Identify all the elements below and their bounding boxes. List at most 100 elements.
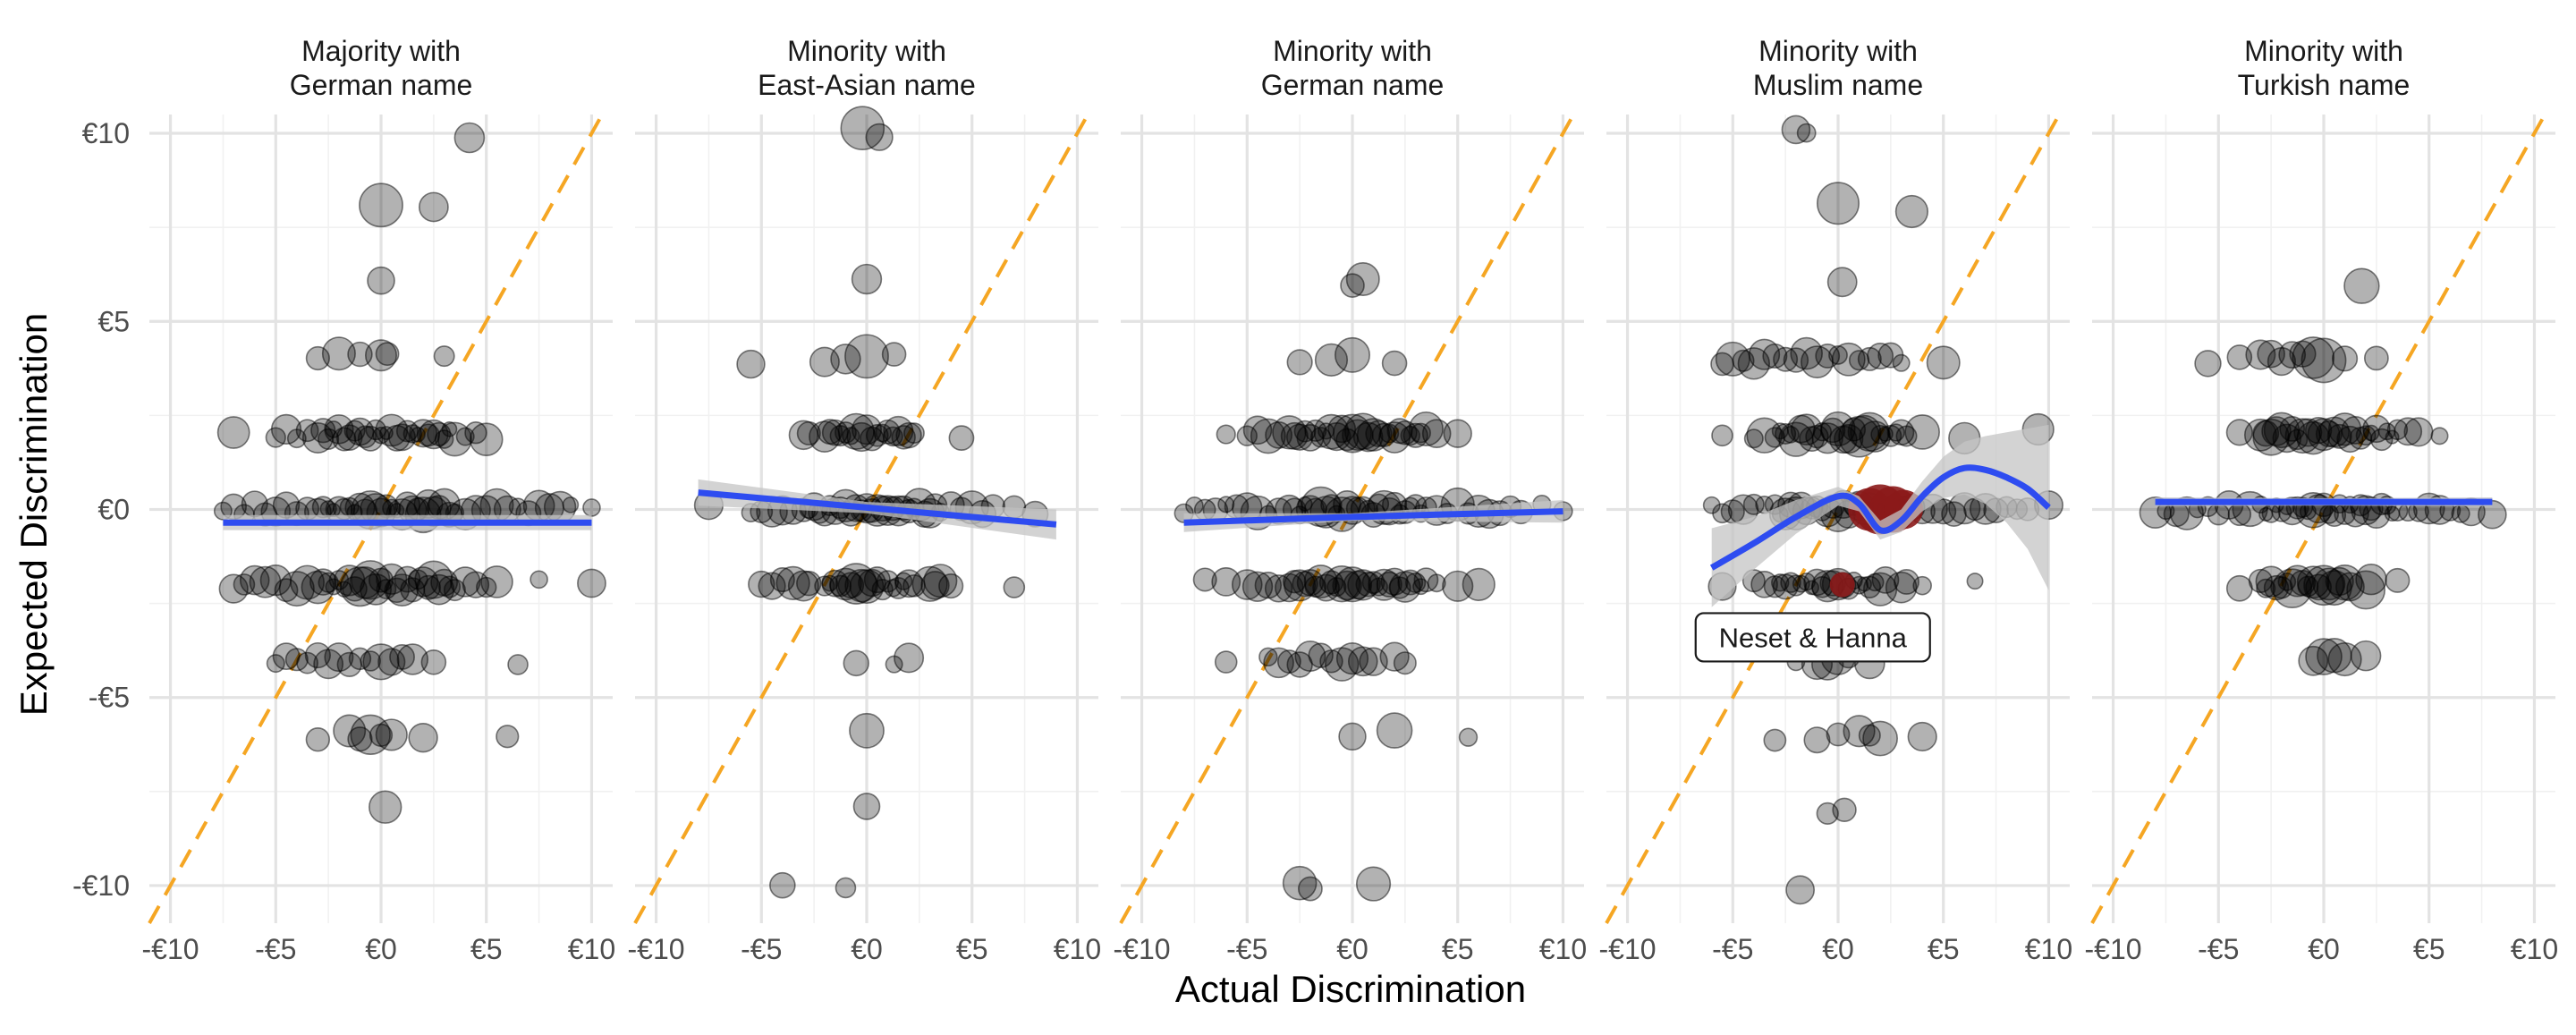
scatter-point bbox=[2305, 573, 2333, 601]
scatter-point bbox=[359, 182, 403, 228]
scatter-point bbox=[1356, 418, 1391, 452]
scatter-point bbox=[360, 650, 381, 672]
scatter-point bbox=[849, 712, 885, 749]
scatter-point bbox=[1314, 343, 1349, 377]
scatter-point bbox=[1885, 571, 1918, 604]
scatter-point bbox=[375, 718, 408, 751]
scatter-point bbox=[1250, 418, 1286, 454]
scatter-point bbox=[1376, 712, 1413, 749]
scatter-point bbox=[1003, 576, 1026, 598]
scatter-point bbox=[1397, 569, 1424, 596]
scatter-point bbox=[375, 342, 400, 367]
scatter-point bbox=[840, 106, 886, 150]
facet-title: Minority with Muslim name bbox=[1753, 35, 1923, 101]
scatter-point bbox=[1784, 574, 1808, 597]
scatter-point bbox=[305, 345, 330, 371]
scatter-point bbox=[1462, 567, 1496, 601]
facet-title-line: German name bbox=[1261, 69, 1445, 101]
scatter-point bbox=[844, 334, 889, 379]
scatter-point bbox=[1458, 727, 1479, 747]
facet-title-line: Minority with bbox=[1273, 35, 1432, 67]
scatter-point bbox=[948, 425, 975, 452]
x-tick-label: €0 bbox=[2308, 933, 2340, 965]
scatter-point bbox=[911, 565, 948, 602]
scatter-point bbox=[2331, 345, 2359, 372]
scatter-point bbox=[2362, 414, 2391, 444]
scatter-point bbox=[2394, 417, 2423, 446]
scatter-point bbox=[851, 414, 882, 445]
scatter-point bbox=[796, 570, 822, 597]
scatter-point bbox=[1843, 715, 1876, 748]
scatter-point bbox=[480, 565, 513, 598]
x-tick-label: -€10 bbox=[142, 933, 199, 965]
scatter-point bbox=[1214, 650, 1238, 674]
x-tick-label: €10 bbox=[2511, 933, 2558, 965]
x-tick-label: -€5 bbox=[2198, 933, 2239, 965]
scatter-point bbox=[1285, 423, 1314, 451]
scatter-point bbox=[894, 569, 923, 598]
scatter-point bbox=[1411, 422, 1431, 444]
scatter-point bbox=[1737, 347, 1771, 380]
x-tick-label: €10 bbox=[568, 933, 615, 965]
scatter-point bbox=[309, 568, 337, 596]
scatter-point bbox=[1803, 726, 1831, 754]
scatter-point bbox=[367, 266, 395, 295]
scatter-point bbox=[748, 570, 775, 598]
scatter-point bbox=[1742, 493, 1765, 515]
identity-reference-line bbox=[2090, 114, 2546, 924]
scatter-point bbox=[1904, 414, 1940, 450]
scatter-point bbox=[2403, 417, 2434, 447]
facet-title-line: German name bbox=[290, 69, 473, 101]
x-tick-label: -€5 bbox=[1226, 933, 1267, 965]
scatter-point bbox=[1871, 566, 1900, 594]
x-tick-label: -€10 bbox=[2085, 933, 2142, 965]
x-tick-label: €0 bbox=[1336, 933, 1368, 965]
fit-line bbox=[1183, 508, 1563, 526]
x-tick-label: €5 bbox=[956, 933, 988, 965]
scatter-point bbox=[420, 649, 447, 675]
x-tick-label: €10 bbox=[2025, 933, 2072, 965]
scatter-point bbox=[1379, 641, 1410, 672]
scatter-point bbox=[2225, 574, 2253, 602]
annotation-label: Neset & Hanna bbox=[1719, 622, 1908, 653]
scatter-point bbox=[507, 654, 529, 675]
y-tick-label: -€10 bbox=[72, 870, 130, 902]
identity-reference-line bbox=[1605, 114, 2061, 924]
scatter-point bbox=[305, 727, 331, 752]
facet-title-line: Minority with bbox=[787, 35, 946, 67]
scatter-point bbox=[787, 570, 819, 602]
x-tick-label: -€5 bbox=[255, 933, 296, 965]
x-tick-label: €10 bbox=[1539, 933, 1587, 965]
scatter-point bbox=[530, 570, 548, 590]
scatter-point bbox=[496, 725, 520, 749]
scatter-point bbox=[1862, 720, 1898, 757]
scatter-point bbox=[233, 573, 256, 596]
scatter-point bbox=[1894, 194, 1929, 229]
y-tick-label: €5 bbox=[97, 305, 130, 337]
scatter-point bbox=[2327, 641, 2362, 677]
scatter-point bbox=[1355, 866, 1392, 902]
x-tick-label: €0 bbox=[1822, 933, 1854, 965]
scatter-point bbox=[891, 425, 916, 450]
scatter-point bbox=[1712, 503, 1733, 524]
scatter-point bbox=[1828, 345, 1848, 365]
y-tick-label: €0 bbox=[97, 493, 130, 525]
scatter-point bbox=[1347, 646, 1378, 677]
scatter-point bbox=[1308, 642, 1334, 668]
x-tick-label: -€5 bbox=[741, 933, 782, 965]
scatter-point bbox=[437, 421, 472, 457]
scatter-point bbox=[562, 496, 580, 513]
scatter-point bbox=[895, 421, 922, 449]
scatter-point bbox=[1892, 353, 1911, 372]
x-tick-label: €5 bbox=[1442, 933, 1474, 965]
facet-title-line: Turkish name bbox=[2238, 69, 2411, 101]
scatter-point bbox=[2363, 345, 2389, 371]
facet-title: Minority with German name bbox=[1261, 35, 1445, 101]
scatter-point bbox=[865, 123, 894, 151]
scatter-point bbox=[1421, 419, 1452, 449]
scatter-point bbox=[449, 566, 481, 598]
scatter-point bbox=[1335, 336, 1371, 373]
scatter-point bbox=[1762, 343, 1788, 369]
y-tick-label: €10 bbox=[82, 117, 130, 149]
